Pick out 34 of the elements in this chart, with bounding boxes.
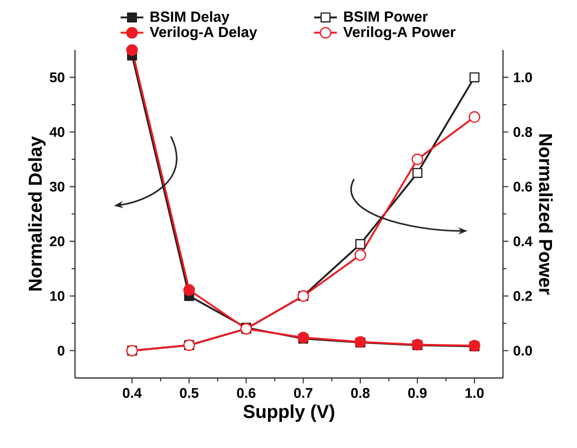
point — [126, 44, 138, 56]
y2-tick-label: 0.2 — [514, 291, 532, 301]
legend-label: BSIM Power — [344, 11, 428, 22]
y2-tick-label: 0.6 — [514, 182, 532, 192]
y2-tick-label: 0.8 — [514, 127, 532, 137]
y2-tick-label: 1.0 — [514, 72, 532, 82]
point — [412, 154, 424, 166]
x-tick-label: 0.9 — [408, 388, 427, 398]
point — [469, 72, 480, 82]
point — [468, 111, 480, 123]
point — [355, 239, 366, 250]
x-tick-label: 1.0 — [466, 388, 484, 398]
y-tick-label: 50 — [50, 72, 64, 82]
y2-tick-label: 0.0 — [514, 346, 532, 356]
x-axis-title: Supply (V) — [243, 404, 334, 422]
y-tick-label: 0 — [58, 346, 64, 356]
y-tick-label: 30 — [50, 182, 64, 192]
x-tick-label: 0.6 — [237, 388, 256, 398]
legend-label: BSIM Delay — [150, 11, 230, 25]
x-tick-label: 0.5 — [180, 388, 198, 398]
y-axis-title: Normalized Delay — [28, 136, 46, 291]
point — [354, 249, 366, 261]
x-tick-label: 0.4 — [122, 388, 142, 398]
legend-label: Verilog-A Power — [343, 26, 456, 40]
y2-tick-label: 0.4 — [514, 236, 532, 246]
point — [183, 284, 195, 296]
y-tick-label: 40 — [50, 127, 64, 137]
y2-axis-title: Normalized Power — [538, 134, 553, 295]
x-tick-label: 0.7 — [294, 388, 312, 398]
y-tick-label: 10 — [50, 291, 64, 301]
y-tick-label: 20 — [50, 236, 64, 246]
x-tick-label: 0.8 — [351, 388, 370, 398]
point — [412, 168, 422, 178]
legend-label: Verilog-A Delay — [150, 26, 258, 40]
